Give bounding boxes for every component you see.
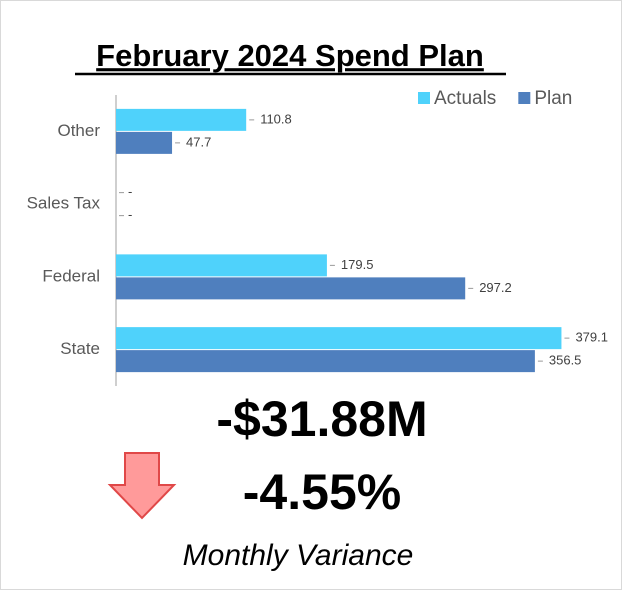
- chart-title: February 2024 Spend Plan: [96, 38, 484, 73]
- y-tick-label: Other: [57, 121, 100, 140]
- bar: [116, 131, 173, 154]
- legend-label: Plan: [534, 88, 572, 109]
- value-label: 379.1: [575, 330, 608, 345]
- y-tick-label: State: [60, 339, 100, 358]
- bar: [116, 327, 562, 350]
- bar: [116, 350, 535, 373]
- value-label: 110.8: [260, 111, 292, 126]
- variance-percent: -4.55%: [243, 464, 401, 520]
- legend-label: Actuals: [434, 88, 496, 109]
- value-label: 356.5: [549, 353, 582, 368]
- y-tick-label: Federal: [42, 266, 100, 285]
- down-arrow: [107, 452, 177, 520]
- y-tick-label: Sales Tax: [27, 194, 101, 213]
- variance-amount: -$31.88M: [216, 391, 427, 447]
- value-label: 297.2: [479, 280, 512, 295]
- bar: [116, 254, 327, 277]
- value-label: 47.7: [186, 134, 211, 149]
- legend-swatch: [518, 92, 531, 104]
- legend-swatch: [418, 92, 430, 104]
- value-label: -: [128, 184, 132, 199]
- bar: [116, 277, 466, 300]
- value-label: 179.5: [341, 257, 374, 272]
- variance-label: Monthly Variance: [183, 539, 414, 572]
- value-label: -: [128, 207, 132, 222]
- bar: [116, 108, 247, 131]
